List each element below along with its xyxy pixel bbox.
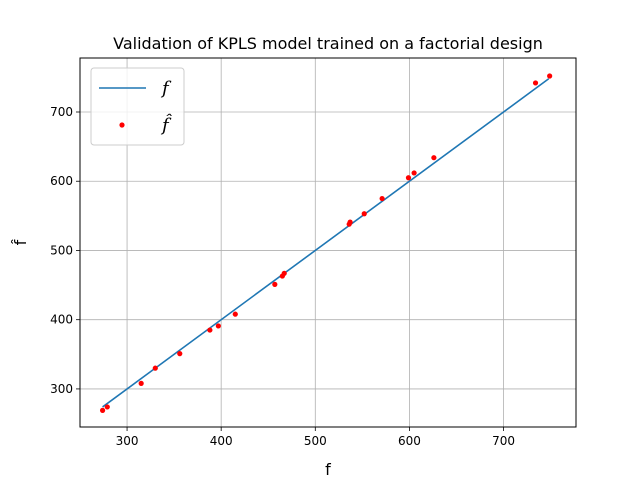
y-tick-label: 700 bbox=[50, 105, 73, 119]
y-tick-label: 600 bbox=[50, 174, 73, 188]
data-point bbox=[152, 365, 158, 371]
data-point bbox=[281, 270, 287, 276]
x-tick-label: 400 bbox=[210, 434, 233, 448]
grid bbox=[80, 58, 576, 427]
chart-title: Validation of KPLS model trained on a fa… bbox=[113, 34, 543, 53]
data-point bbox=[99, 407, 106, 413]
series-line-f bbox=[102, 78, 550, 408]
y-tick-label: 300 bbox=[50, 382, 73, 396]
data-point bbox=[405, 175, 412, 181]
data-point bbox=[272, 281, 278, 287]
data-point bbox=[232, 311, 238, 317]
data-point bbox=[104, 404, 110, 410]
data-point bbox=[411, 170, 417, 176]
data-point bbox=[379, 195, 385, 202]
data-point bbox=[207, 327, 213, 333]
x-axis-label: f bbox=[325, 460, 331, 479]
legend-marker-swatch bbox=[119, 122, 125, 128]
ticks: 300 400 500 600 700 300 400 500 600 700 bbox=[50, 105, 515, 448]
series-layer bbox=[99, 73, 553, 413]
x-tick-label: 700 bbox=[492, 434, 515, 448]
data-point bbox=[361, 211, 367, 217]
x-tick-label: 600 bbox=[398, 434, 421, 448]
data-point bbox=[215, 323, 221, 329]
data-point bbox=[431, 155, 437, 161]
y-tick-label: 400 bbox=[50, 313, 73, 327]
legend: ff̂ bbox=[90, 67, 185, 146]
x-tick-label: 500 bbox=[304, 434, 327, 448]
data-point bbox=[138, 380, 144, 386]
data-point bbox=[177, 351, 183, 357]
data-point bbox=[532, 80, 539, 86]
legend-box bbox=[90, 67, 185, 146]
y-axis-label: f̂ bbox=[11, 239, 30, 246]
plot-frame bbox=[79, 57, 577, 428]
data-point bbox=[347, 219, 353, 225]
data-point bbox=[547, 73, 553, 79]
y-tick-label: 500 bbox=[50, 243, 73, 257]
x-tick-label: 300 bbox=[116, 434, 139, 448]
